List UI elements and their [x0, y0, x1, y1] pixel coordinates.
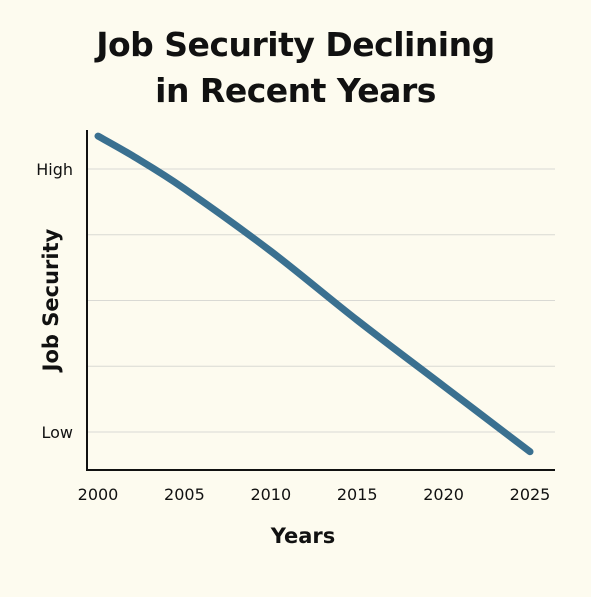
series-line: [94, 132, 534, 456]
chart-title-line-2: in Recent Years: [155, 71, 436, 110]
y-tick-label: High: [36, 160, 73, 179]
x-tick-label: 2005: [164, 485, 205, 504]
axes: [86, 130, 555, 471]
x-tick-label: 2025: [510, 485, 551, 504]
x-tick-labels: 2000 2005 2010 2015 2020 2025: [78, 485, 551, 504]
y-tick-label: Low: [41, 423, 73, 442]
chart-title-line-1: Job Security Declining: [96, 25, 495, 64]
gridlines: [87, 168, 555, 433]
x-tick-label: 2010: [250, 485, 291, 504]
x-axis-title: Years: [270, 524, 336, 548]
x-tick-label: 2020: [423, 485, 464, 504]
series: [94, 132, 534, 456]
y-axis-title: Job Security: [39, 228, 63, 373]
y-tick-labels: High Low: [36, 160, 73, 442]
x-tick-label: 2015: [337, 485, 378, 504]
chart-title: Job Security Declining in Recent Years: [0, 22, 591, 114]
x-tick-label: 2000: [78, 485, 119, 504]
